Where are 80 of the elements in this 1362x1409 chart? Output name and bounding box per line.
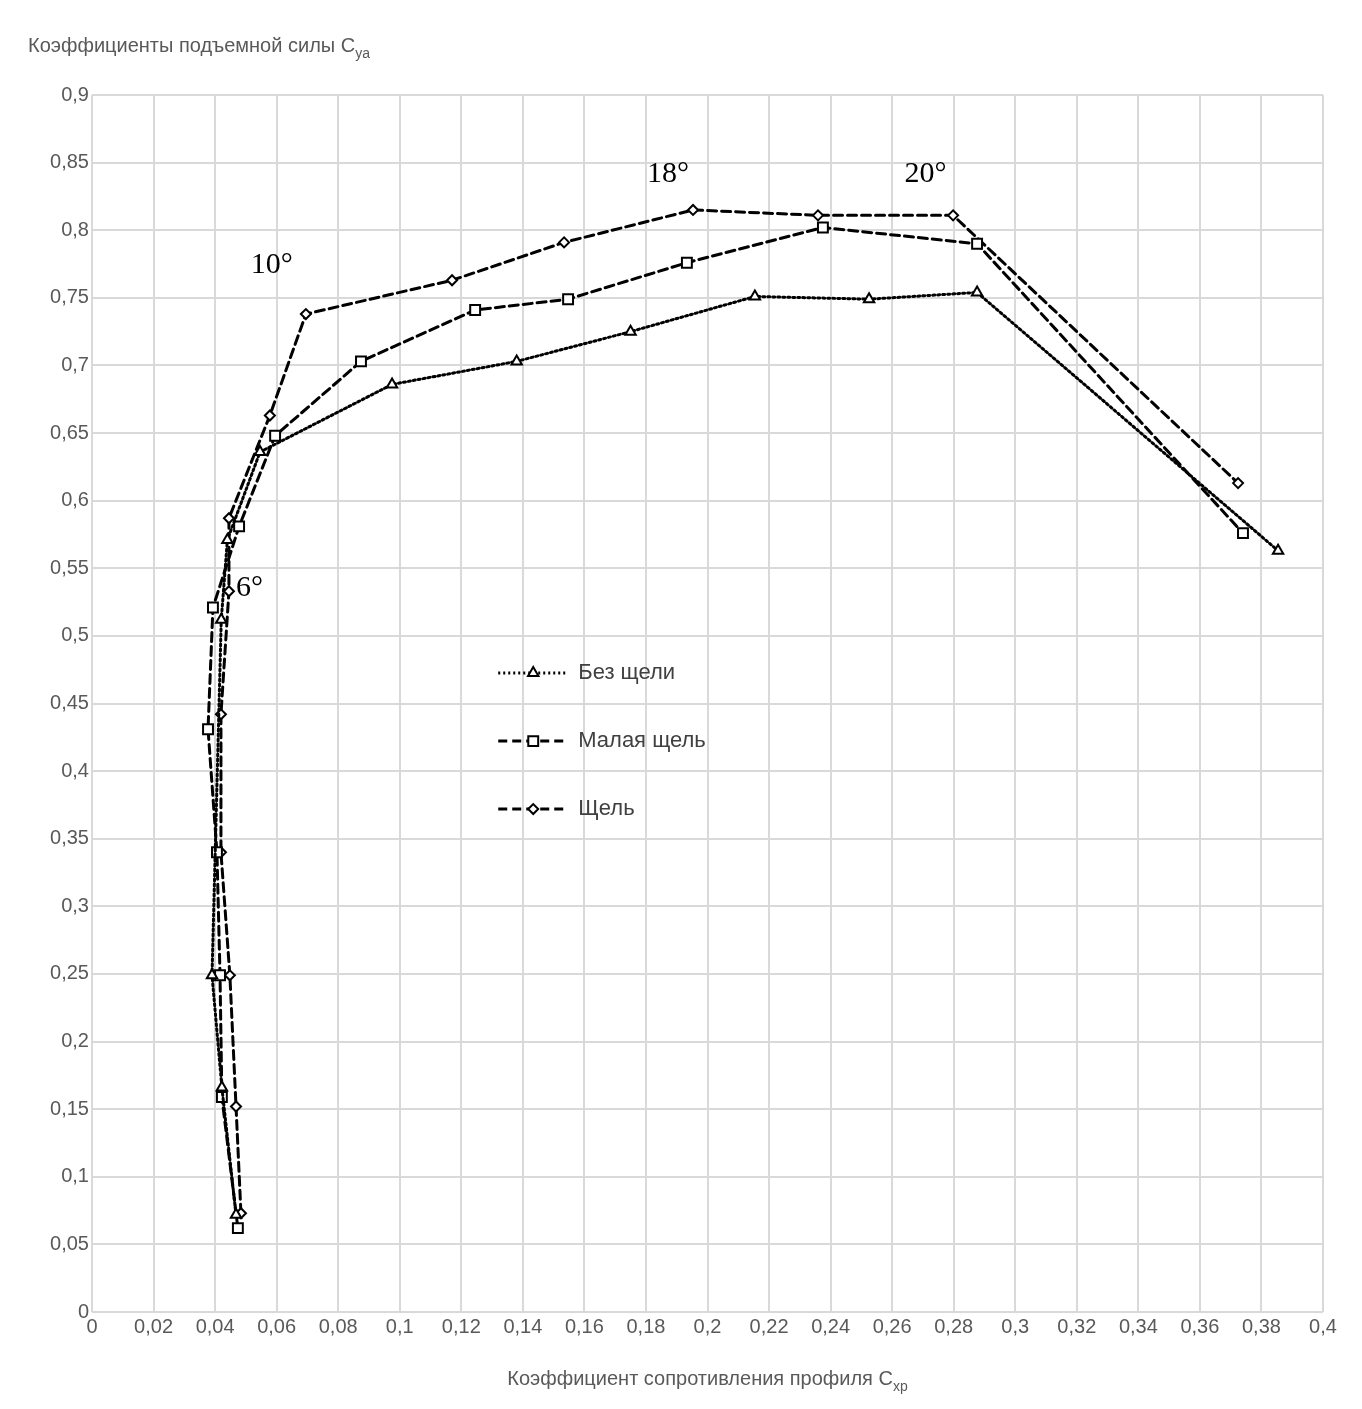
y-tick-label: 0 bbox=[77, 1299, 89, 1322]
y-tick-label: 0,1 bbox=[61, 1164, 89, 1187]
point bbox=[947, 209, 960, 222]
point bbox=[229, 1207, 243, 1219]
point bbox=[1271, 543, 1285, 555]
point bbox=[233, 520, 246, 533]
point bbox=[299, 308, 312, 321]
point bbox=[205, 968, 219, 980]
x-tick-label: 0,4 bbox=[1309, 1314, 1337, 1337]
point bbox=[222, 585, 235, 598]
x-tick-label: 0,22 bbox=[749, 1314, 789, 1337]
point bbox=[231, 1222, 244, 1235]
y-tick-label: 0,6 bbox=[61, 488, 89, 511]
x-tick-label: 0,2 bbox=[693, 1314, 722, 1337]
y-tick-label: 0,5 bbox=[61, 623, 89, 646]
point bbox=[1232, 477, 1245, 490]
x-tick-label: 0,1 bbox=[385, 1314, 414, 1337]
y-tick-label: 0,3 bbox=[61, 893, 89, 916]
x-tick-label: 0,08 bbox=[318, 1314, 358, 1337]
x-tick-label: 0,16 bbox=[564, 1314, 604, 1337]
point bbox=[253, 444, 267, 456]
x-tick-label: 0,14 bbox=[503, 1314, 543, 1337]
x-tick-label: 0,26 bbox=[872, 1314, 912, 1337]
legend-label: Без щели bbox=[578, 659, 676, 685]
legend-label: Щель bbox=[578, 795, 635, 821]
y-tick-label: 0,45 bbox=[50, 691, 89, 714]
x-tick-label: 0,28 bbox=[934, 1314, 974, 1337]
y-tick-label: 0,05 bbox=[50, 1231, 89, 1254]
x-tick-label: 0,32 bbox=[1057, 1314, 1097, 1337]
point bbox=[385, 377, 399, 389]
y-tick-label: 0,65 bbox=[50, 420, 89, 443]
point bbox=[222, 512, 235, 525]
point bbox=[748, 289, 762, 301]
point bbox=[230, 1100, 243, 1113]
point bbox=[469, 304, 482, 316]
point bbox=[269, 429, 282, 442]
point bbox=[202, 723, 214, 736]
y-tick-label: 0,9 bbox=[61, 82, 89, 105]
x-tick-label: 0,02 bbox=[134, 1314, 174, 1337]
y-tick-label: 0,55 bbox=[50, 555, 89, 578]
point bbox=[558, 236, 571, 249]
y-tick-label: 0,35 bbox=[50, 826, 89, 849]
y-tick-label: 0,85 bbox=[50, 150, 89, 173]
point bbox=[1237, 527, 1249, 540]
point bbox=[970, 285, 984, 297]
x-tick-label: 0,12 bbox=[441, 1314, 481, 1337]
y-tick-label: 0,15 bbox=[50, 1096, 89, 1119]
x-tick-label: 0,38 bbox=[1241, 1314, 1281, 1337]
point bbox=[687, 203, 700, 216]
point bbox=[624, 324, 637, 336]
point bbox=[816, 221, 829, 234]
y-tick-label: 0,4 bbox=[61, 758, 89, 781]
y-tick-label: 0,7 bbox=[61, 352, 89, 375]
point bbox=[680, 256, 693, 269]
point bbox=[446, 274, 459, 287]
y-tick-label: 0,8 bbox=[61, 217, 89, 240]
x-tick-label: 0,04 bbox=[195, 1314, 235, 1337]
legend-label: Малая щель bbox=[578, 727, 706, 753]
annotation: 10° bbox=[250, 246, 293, 280]
point bbox=[510, 354, 523, 366]
annotation: 18° bbox=[647, 154, 690, 188]
x-tick-label: 0,36 bbox=[1180, 1314, 1220, 1337]
x-tick-label: 0,34 bbox=[1118, 1314, 1158, 1337]
y-tick-label: 0,75 bbox=[50, 285, 89, 308]
x-tick-label: 0,3 bbox=[1001, 1314, 1030, 1337]
point bbox=[971, 237, 984, 250]
y-tick-label: 0,2 bbox=[61, 1029, 89, 1052]
x-tick-label: 0,06 bbox=[257, 1314, 297, 1337]
point bbox=[562, 293, 575, 306]
x-tick-label: 0,18 bbox=[626, 1314, 666, 1337]
x-tick-label: 0,24 bbox=[811, 1314, 851, 1337]
point bbox=[215, 1080, 229, 1092]
annotation: 20° bbox=[904, 154, 947, 188]
point bbox=[862, 292, 876, 304]
point bbox=[355, 355, 367, 368]
point bbox=[263, 409, 276, 422]
point bbox=[221, 532, 234, 544]
point bbox=[207, 601, 219, 614]
y-tick-label: 0,25 bbox=[50, 961, 89, 984]
annotation: 6° bbox=[236, 568, 264, 602]
